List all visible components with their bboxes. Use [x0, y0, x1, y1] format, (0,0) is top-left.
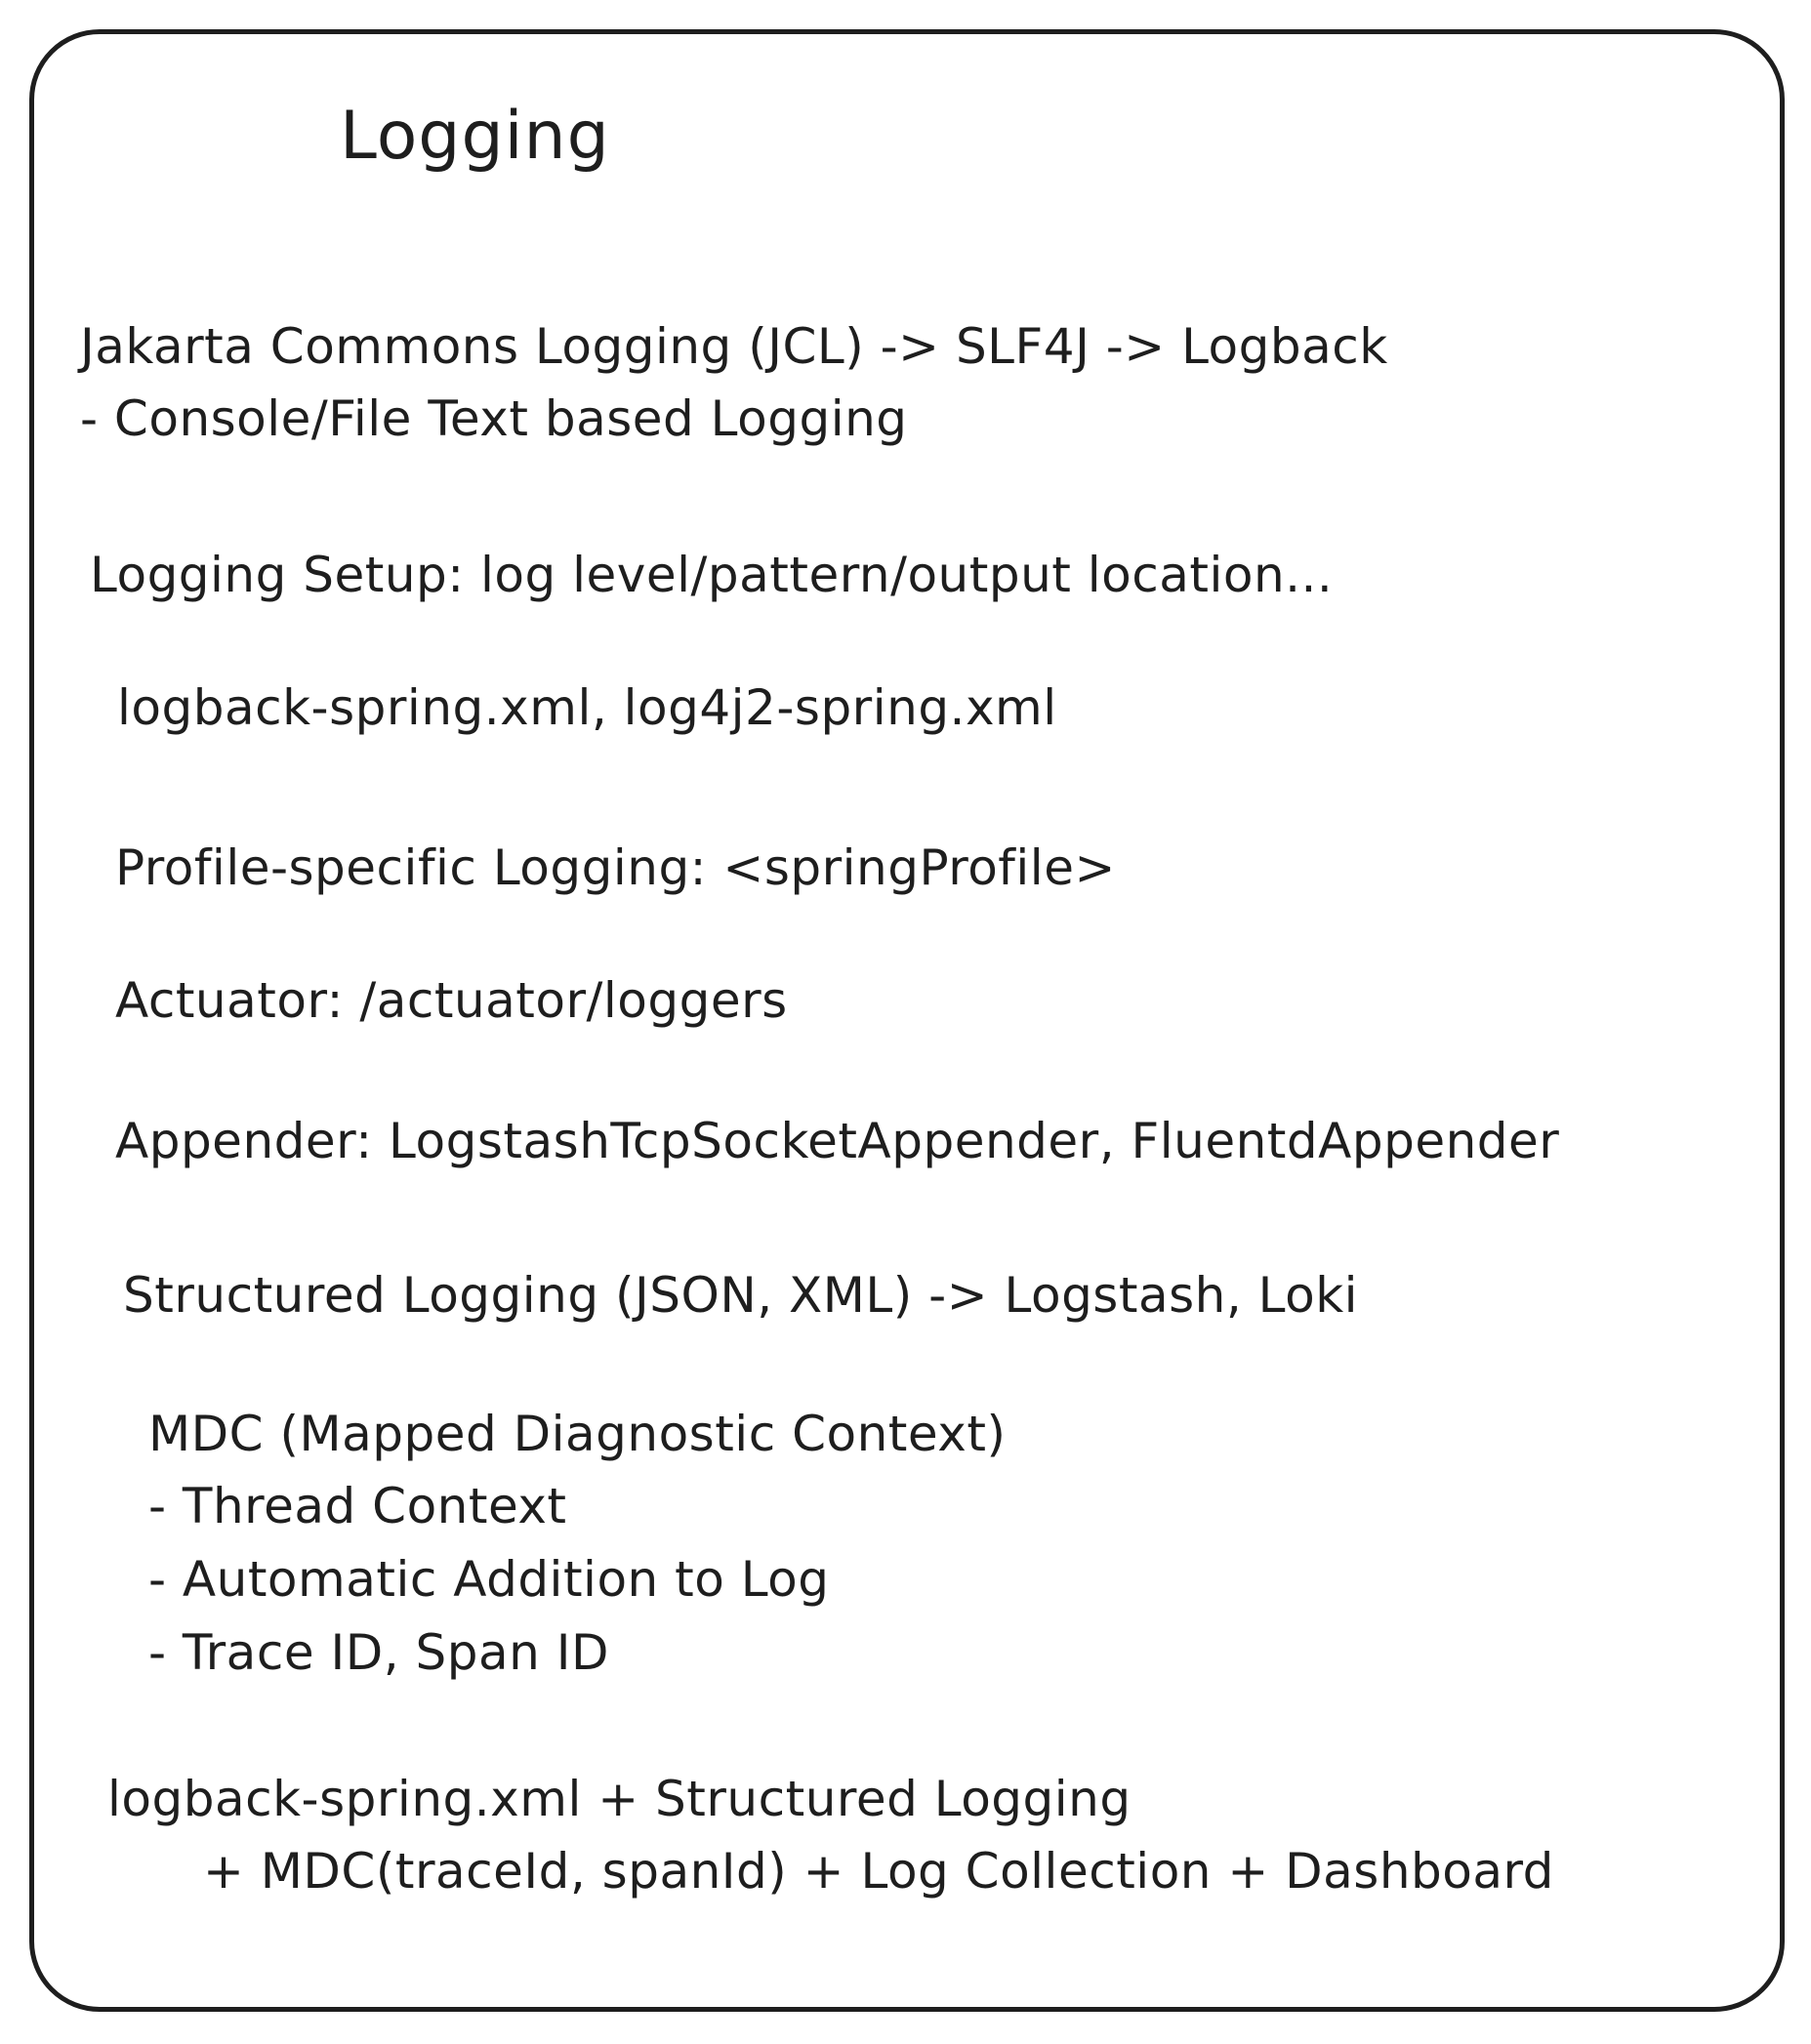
config-files-text: logback-spring.xml, log4j2-spring.xml [117, 679, 1057, 736]
profile-logging-text: Profile-specific Logging: <springProfile… [115, 839, 1116, 896]
jcl-chain-line-2: - Console/File Text based Logging [80, 390, 908, 447]
logging-setup-text: Logging Setup: log level/pattern/output … [90, 547, 1334, 603]
appender-text: Appender: LogstashTcpSocketAppender, Flu… [115, 1113, 1560, 1169]
mdc-line-4: - Trace ID, Span ID [148, 1624, 609, 1681]
actuator-text: Actuator: /actuator/loggers [115, 972, 788, 1029]
mdc-line-1: MDC (Mapped Diagnostic Context) [148, 1406, 1007, 1462]
mdc-line-2: - Thread Context [148, 1478, 567, 1534]
jcl-chain-line-1: Jakarta Commons Logging (JCL) -> SLF4J -… [80, 318, 1388, 375]
card-title: Logging [340, 98, 610, 175]
summary-line-2: + MDC(traceId, spanId) + Log Collection … [203, 1843, 1554, 1900]
summary-line-1: logback-spring.xml + Structured Logging [107, 1771, 1132, 1827]
mdc-line-3: - Automatic Addition to Log [148, 1551, 830, 1608]
logging-card [29, 29, 1785, 2012]
structured-logging-text: Structured Logging (JSON, XML) -> Logsta… [123, 1267, 1359, 1324]
